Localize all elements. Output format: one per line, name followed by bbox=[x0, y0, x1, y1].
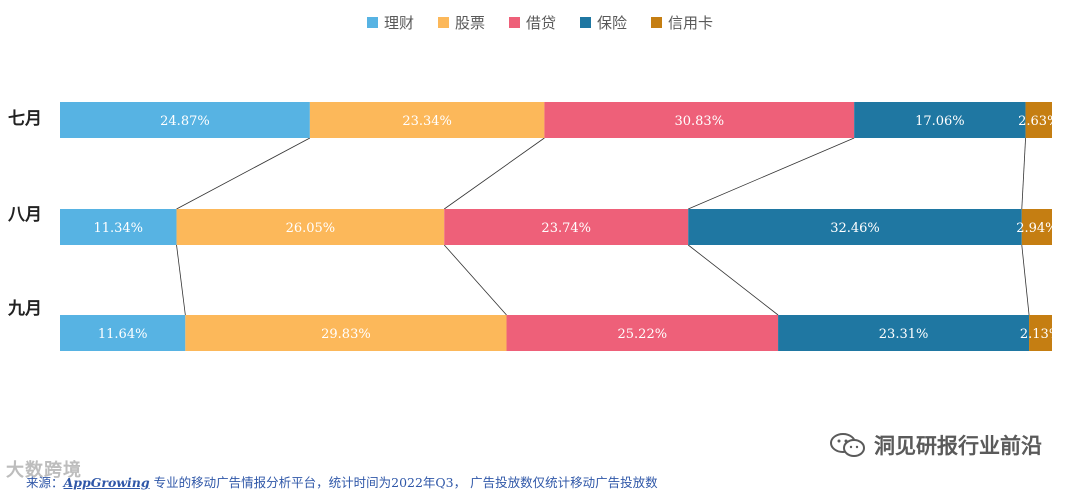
data-label: 2.13% bbox=[1020, 327, 1061, 342]
wechat-icon bbox=[830, 433, 865, 457]
watermark-left: 大数跨境 bbox=[6, 460, 82, 481]
series-connector-line bbox=[176, 244, 186, 316]
bar-segment bbox=[506, 315, 779, 351]
legend-swatch bbox=[508, 17, 520, 28]
category-label-august: 八月 bbox=[8, 205, 42, 225]
legend-item-xinyongka: 信用卡 bbox=[651, 12, 713, 33]
data-label: 2.63% bbox=[1018, 114, 1059, 129]
legend-label: 理财 bbox=[383, 14, 414, 32]
data-label: 25.22% bbox=[618, 327, 668, 342]
bar-segment bbox=[1029, 315, 1052, 351]
legend-label: 保险 bbox=[597, 14, 628, 32]
bar-segment bbox=[60, 209, 177, 245]
bar-segment bbox=[854, 102, 1026, 138]
series-connector-line bbox=[687, 244, 779, 316]
legend-item-gupiao: 股票 bbox=[437, 12, 485, 33]
bar-segment bbox=[778, 315, 1030, 351]
legend-item-jiedai: 借贷 bbox=[508, 12, 556, 33]
bar-segment bbox=[1025, 102, 1052, 138]
bar-segment bbox=[544, 102, 855, 138]
data-label: 23.74% bbox=[541, 221, 591, 236]
bar-segment bbox=[60, 102, 310, 138]
data-label: 26.05% bbox=[286, 221, 336, 236]
legend-swatch bbox=[366, 17, 378, 28]
legend: 理财 股票 借贷 保险 信用卡 bbox=[0, 12, 1080, 33]
bar-segment bbox=[444, 209, 689, 245]
legend-label: 借贷 bbox=[525, 14, 556, 32]
data-label: 23.31% bbox=[879, 327, 929, 342]
series-connector-line bbox=[443, 244, 507, 316]
legend-swatch bbox=[580, 17, 591, 28]
bar-segment bbox=[1021, 209, 1052, 245]
data-label: 24.87% bbox=[160, 114, 210, 129]
bar-segment bbox=[185, 315, 507, 351]
watermark-right-text: 洞见研报行业前沿 bbox=[874, 434, 1042, 458]
data-label: 2.94% bbox=[1016, 221, 1057, 236]
legend-item-licai: 理财 bbox=[366, 12, 414, 33]
series-connector-line bbox=[176, 137, 311, 210]
data-label: 23.34% bbox=[402, 114, 452, 129]
data-label: 32.46% bbox=[830, 221, 880, 236]
source-prefix: 来源： bbox=[26, 475, 64, 490]
category-label-september: 九月 bbox=[8, 299, 42, 319]
legend-swatch bbox=[437, 17, 449, 28]
bar-segment bbox=[688, 209, 1022, 245]
series-connector-line bbox=[444, 137, 545, 210]
series-connector-line bbox=[1021, 244, 1030, 316]
series-connector-line bbox=[1021, 137, 1026, 210]
bar-segment bbox=[176, 209, 445, 245]
legend-label: 信用卡 bbox=[668, 14, 714, 32]
legend-label: 股票 bbox=[454, 14, 485, 32]
data-label: 29.83% bbox=[321, 327, 371, 342]
bar-segment bbox=[60, 315, 186, 351]
source-brand: AppGrowing bbox=[63, 475, 150, 490]
legend-swatch bbox=[651, 17, 663, 28]
bar-segment bbox=[309, 102, 545, 138]
watermark-right: 洞见研报行业前沿 bbox=[828, 430, 1042, 460]
series-connector-line bbox=[688, 137, 855, 210]
source-text: 专业的移动广告情报分析平台，统计时间为2022年Q3， 广告投放数仅统计移动广告… bbox=[149, 475, 658, 490]
legend-item-baoxian: 保险 bbox=[580, 12, 627, 33]
data-label: 11.34% bbox=[93, 221, 143, 236]
data-label: 30.83% bbox=[674, 114, 724, 129]
data-label: 17.06% bbox=[915, 114, 965, 129]
data-label: 11.64% bbox=[98, 327, 148, 342]
source-note: 来源：AppGrowing 专业的移动广告情报分析平台，统计时间为2022年Q3… bbox=[26, 472, 658, 491]
category-label-july: 七月 bbox=[8, 109, 42, 129]
